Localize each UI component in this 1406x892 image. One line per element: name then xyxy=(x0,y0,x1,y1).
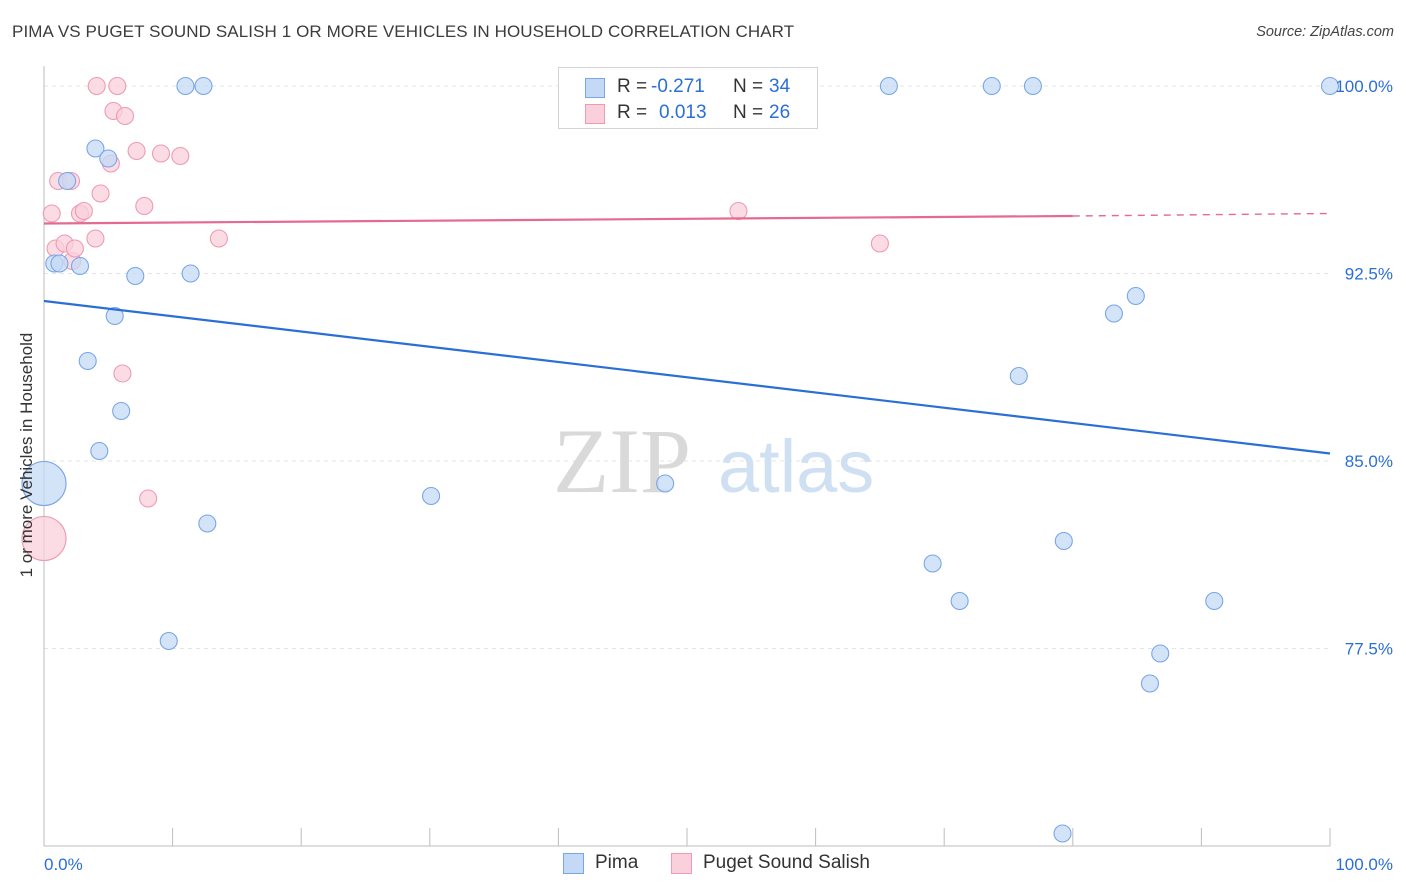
salish-point xyxy=(87,76,106,96)
pima-point xyxy=(181,264,200,283)
pima-point xyxy=(923,554,942,573)
pima-point xyxy=(99,149,118,168)
salish-point xyxy=(139,489,158,508)
salish-point xyxy=(171,146,190,166)
pima-point xyxy=(198,514,217,533)
pima-point xyxy=(879,76,898,96)
legend-r-value: 0.013 xyxy=(659,102,707,123)
legend-swatch-pima xyxy=(585,78,605,98)
x-tick-label: 0.0% xyxy=(44,855,83,874)
salish-point xyxy=(729,201,748,221)
pima-point xyxy=(1009,366,1028,386)
legend-n-label: N = xyxy=(733,102,764,123)
stats-legend: R = -0.271 N = 34 R = 0.013 N = 26 xyxy=(558,67,818,129)
y-tick-label: 85.0% xyxy=(1345,452,1393,471)
legend-n-value: 26 xyxy=(769,102,791,123)
pima-point xyxy=(1205,591,1224,611)
bottom-legend-swatch-pima xyxy=(563,853,584,874)
pima-point xyxy=(1054,531,1073,551)
salish-point xyxy=(113,364,132,383)
legend-n-value: 34 xyxy=(769,76,791,97)
pima-point xyxy=(105,306,124,326)
salish-point xyxy=(870,234,889,253)
salish-trend-line xyxy=(43,214,1073,225)
salish-point xyxy=(65,239,84,258)
pima-point xyxy=(50,254,69,273)
y-axis-label: 1 or more Vehicles in Household xyxy=(17,332,36,578)
data-points xyxy=(21,76,1340,843)
pima-point xyxy=(58,171,77,191)
salish-point xyxy=(127,141,146,161)
pima-point xyxy=(1053,824,1072,843)
watermark-atlas: atlas xyxy=(718,425,874,508)
legend-n-label: N = xyxy=(733,76,764,97)
watermark-zip: ZIP xyxy=(553,410,691,512)
bottom-legend-swatch-salish xyxy=(671,853,692,874)
pima-point xyxy=(982,76,1001,96)
pima-point xyxy=(159,631,178,651)
pima-point xyxy=(86,139,105,158)
salish-point xyxy=(86,229,105,248)
pima-point xyxy=(1320,76,1340,96)
pima-point xyxy=(90,441,109,461)
legend-r-label: R = xyxy=(617,102,648,123)
salish-point xyxy=(42,204,61,223)
trend-lines xyxy=(43,212,1331,455)
bottom-legend-label-salish: Puget Sound Salish xyxy=(703,852,870,873)
chart-title: PIMA VS PUGET SOUND SALISH 1 OR MORE VEH… xyxy=(12,22,795,41)
salish-point xyxy=(74,201,93,221)
pima-trend-line xyxy=(43,299,1331,455)
salish-trend-extension xyxy=(1072,212,1331,217)
y-tick-label: 77.5% xyxy=(1345,640,1393,659)
source-label: Source: ZipAtlas.com xyxy=(1256,24,1394,40)
legend-r-label: R = xyxy=(617,76,648,97)
salish-point xyxy=(135,196,154,216)
pima-point xyxy=(1104,304,1124,323)
tick-labels: 77.5% 85.0% 92.5% 100.0% 0.0% 100.0% xyxy=(44,77,1393,874)
pima-point xyxy=(112,401,131,421)
pima-point xyxy=(422,486,441,506)
axes xyxy=(43,66,1331,847)
x-tick-label: 100.0% xyxy=(1335,855,1393,874)
bottom-legend-label-pima: Pima xyxy=(595,852,639,873)
pima-point xyxy=(950,591,969,611)
pima-point xyxy=(194,76,213,96)
pima-point xyxy=(70,256,90,276)
salish-point xyxy=(151,144,171,163)
salish-point xyxy=(91,184,110,203)
salish-point xyxy=(209,229,228,248)
salish-point xyxy=(115,106,135,126)
y-tick-label: 92.5% xyxy=(1345,265,1393,284)
pima-point xyxy=(656,474,675,493)
salish-point xyxy=(108,76,127,96)
pima-point xyxy=(1023,76,1042,96)
pima-point xyxy=(78,351,97,371)
grid-lines xyxy=(44,85,1330,649)
pima-point xyxy=(1126,286,1145,306)
y-tick-label: 100.0% xyxy=(1335,77,1393,96)
pima-point xyxy=(1151,644,1170,663)
legend-r-value: -0.271 xyxy=(651,76,705,97)
pima-point xyxy=(176,76,195,96)
legend-swatch-salish xyxy=(585,104,605,124)
pima-point xyxy=(21,460,67,507)
pima-point xyxy=(126,266,145,286)
pima-point xyxy=(1140,674,1160,693)
salish-point xyxy=(21,515,67,562)
